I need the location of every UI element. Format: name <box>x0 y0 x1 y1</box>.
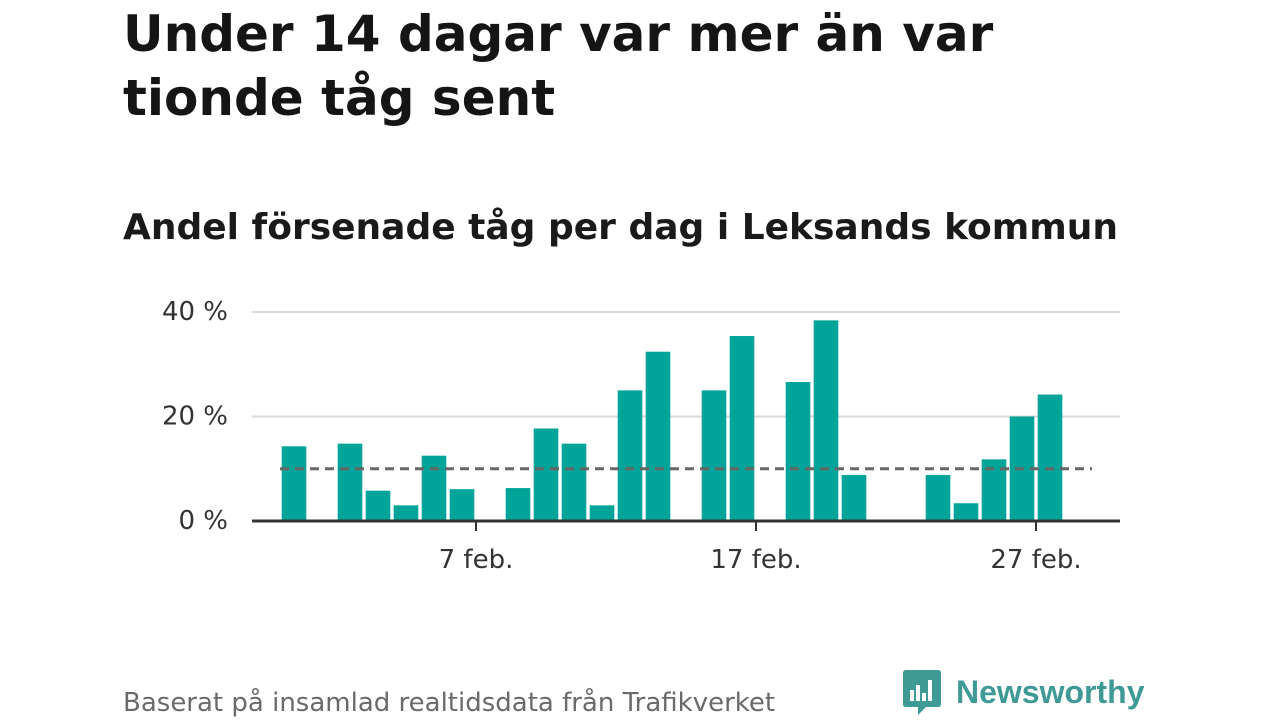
y-tick-label: 20 % <box>162 402 228 432</box>
bar <box>841 475 867 521</box>
x-tick-label: 7 feb. <box>439 545 514 575</box>
chart-title: Under 14 dagar var mer än var tionde tåg… <box>123 5 994 127</box>
bar <box>1037 394 1063 521</box>
x-tick-label: 17 feb. <box>710 545 801 575</box>
source-note: Baserat på insamlad realtidsdata från Tr… <box>123 688 776 718</box>
bar <box>729 336 755 521</box>
bar <box>505 488 531 521</box>
bar <box>533 428 559 521</box>
bar <box>393 505 419 521</box>
bar-chart-speech-bubble-icon <box>903 670 941 715</box>
bar <box>645 351 671 521</box>
y-tick-label: 0 % <box>178 506 228 536</box>
bar <box>421 455 447 521</box>
bar <box>281 446 307 521</box>
x-tick-label: 27 feb. <box>990 545 1081 575</box>
x-axis <box>252 519 1120 531</box>
y-tick-label: 40 % <box>162 297 228 327</box>
bars <box>281 320 1063 521</box>
bar <box>617 390 643 521</box>
x-tick-labels: 7 feb. 17 feb. 27 feb. <box>439 545 1082 575</box>
bar <box>785 382 811 521</box>
gridlines <box>252 311 1120 418</box>
bar <box>813 320 839 521</box>
bar <box>953 503 979 521</box>
bar <box>449 489 475 521</box>
bar <box>365 490 391 521</box>
bar <box>701 390 727 521</box>
brand-logo[interactable]: Newsworthy <box>902 668 1144 716</box>
bar <box>561 443 587 521</box>
y-tick-labels: 0 % 20 % 40 % <box>162 297 228 536</box>
bar <box>589 505 615 521</box>
chart-subtitle: Andel försenade tåg per dag i Leksands k… <box>123 207 1119 248</box>
bar <box>925 475 951 521</box>
brand-name: Newsworthy <box>956 674 1145 710</box>
bar <box>337 443 363 521</box>
